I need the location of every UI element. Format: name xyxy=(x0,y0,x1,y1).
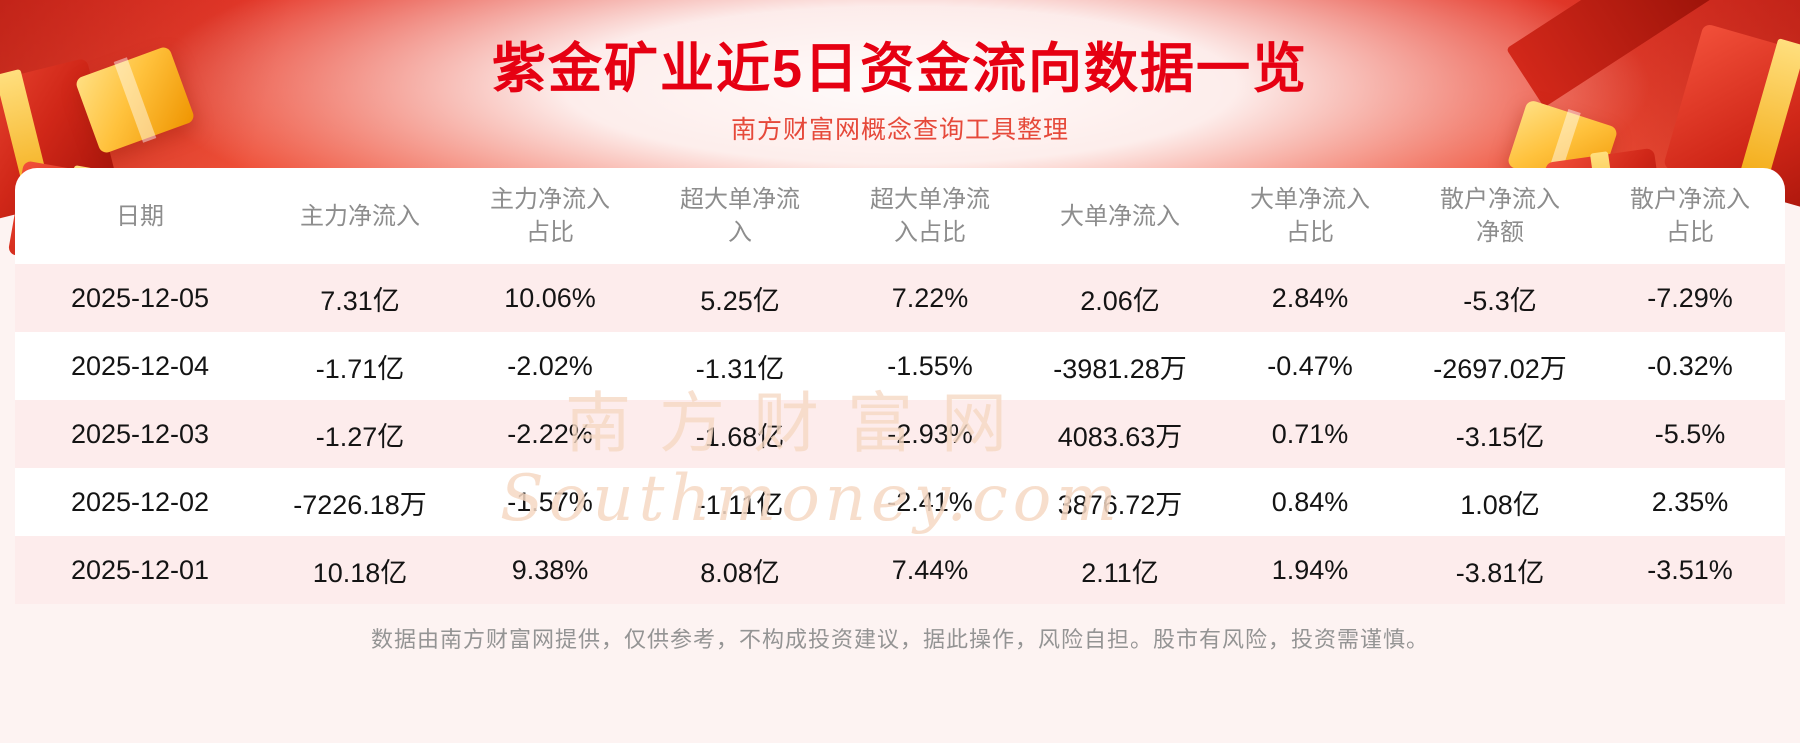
value-cell: 7.44% xyxy=(891,554,969,585)
value-cell: -7226.18万 xyxy=(293,489,427,520)
column-header: 大单净流入 xyxy=(1060,202,1180,230)
table-row: 2025-12-01 10.18亿 9.38% 8.08亿 7.44% 2.11亿 1.94… xyxy=(15,536,1785,604)
value-cell: -2.22% xyxy=(507,418,593,449)
value-cell: -3981.28万 xyxy=(1053,353,1187,384)
value-cell: -3.81亿 xyxy=(1455,557,1545,588)
value-cell: 2.11亿 xyxy=(1081,557,1159,588)
value-cell: -0.32% xyxy=(1647,350,1733,381)
value-cell: -2.02% xyxy=(507,350,593,381)
table-row: 2025-12-05 7.31亿 10.06% 5.25亿 7.22% 2.06亿 2.84… xyxy=(15,264,1785,332)
value-cell: -2.93% xyxy=(887,418,973,449)
value-cell: 9.38% xyxy=(511,554,589,585)
page-title: 紫金矿业近5日资金流向数据一览 xyxy=(491,39,1309,99)
column-header: 大单净流入 占比 xyxy=(1250,186,1370,246)
value-cell: 10.06% xyxy=(504,282,596,313)
value-cell: 3876.72万 xyxy=(1057,489,1183,520)
date-cell: 2025-12-04 xyxy=(70,350,210,381)
table-row: 2025-12-03 -1.27亿 -2.22% -1.68亿 -2.93% 4083.6… xyxy=(15,400,1785,468)
value-cell: 7.22% xyxy=(891,282,969,313)
value-cell: 1.94% xyxy=(1271,554,1349,585)
date-cell: 2025-12-03 xyxy=(70,418,210,449)
table-body: 2025-12-05 7.31亿 10.06% 5.25亿 7.22% 2.06亿 2.84… xyxy=(15,264,1785,604)
table-row: 2025-12-02 -7226.18万 -1.57% -1.11亿 -2.41% 387… xyxy=(15,468,1785,536)
column-header: 日期 xyxy=(116,202,164,230)
date-cell: 2025-12-01 xyxy=(70,554,210,585)
value-cell: -3.51% xyxy=(1647,554,1733,585)
fund-flow-table: 日期 主力净流入 主力净流入 占比 超大单净流 入 超大单净流 入占比 大单净流入 大单净流… xyxy=(15,168,1785,604)
value-cell: 7.31亿 xyxy=(320,285,400,316)
value-cell: 4083.63万 xyxy=(1057,421,1183,452)
column-header: 超大单净流 入占比 xyxy=(870,186,990,246)
column-header: 散户净流入 净额 xyxy=(1440,186,1560,246)
column-header: 散户净流入 占比 xyxy=(1630,186,1750,246)
value-cell: -1.27亿 xyxy=(315,421,405,452)
value-cell: 1.08亿 xyxy=(1460,489,1540,520)
table-header-row: 日期 主力净流入 主力净流入 占比 超大单净流 入 超大单净流 入占比 大单净流入 大单净流… xyxy=(15,168,1785,264)
value-cell: -7.29% xyxy=(1647,282,1733,313)
value-cell: -1.31亿 xyxy=(695,353,785,384)
data-table-card: 日期 主力净流入 主力净流入 占比 超大单净流 入 超大单净流 入占比 大单净流入 大单净流… xyxy=(15,168,1785,604)
column-header: 主力净流入 xyxy=(300,202,420,230)
column-header: 主力净流入 占比 xyxy=(490,186,610,246)
value-cell: 5.25亿 xyxy=(700,285,780,316)
value-cell: 2.35% xyxy=(1651,486,1729,517)
value-cell: -1.57% xyxy=(507,486,593,517)
date-cell: 2025-12-05 xyxy=(70,282,210,313)
table-row: 2025-12-04 -1.71亿 -2.02% -1.31亿 -1.55% -3981.… xyxy=(15,332,1785,400)
value-cell: -5.3亿 xyxy=(1463,285,1537,316)
value-cell: -1.55% xyxy=(887,350,973,381)
date-cell: 2025-12-02 xyxy=(70,486,210,517)
disclaimer-text: 数据由南方财富网提供，仅供参考，不构成投资建议，据此操作，风险自担。股市有风险，… xyxy=(370,627,1429,652)
value-cell: 0.84% xyxy=(1271,486,1349,517)
value-cell: -2.41% xyxy=(887,486,973,517)
value-cell: -0.47% xyxy=(1267,350,1353,381)
value-cell: -1.11亿 xyxy=(696,489,784,520)
value-cell: 2.84% xyxy=(1271,282,1349,313)
value-cell: -1.71亿 xyxy=(315,353,405,384)
value-cell: 8.08亿 xyxy=(700,557,780,588)
value-cell: 0.71% xyxy=(1271,418,1349,449)
value-cell: -5.5% xyxy=(1654,418,1726,449)
value-cell: 10.18亿 xyxy=(312,557,408,588)
column-header: 超大单净流 入 xyxy=(680,186,800,246)
page-subtitle: 南方财富网概念查询工具整理 xyxy=(730,116,1069,144)
value-cell: 2.06亿 xyxy=(1080,285,1160,316)
value-cell: -3.15亿 xyxy=(1455,421,1545,452)
value-cell: -1.68亿 xyxy=(695,421,785,452)
value-cell: -2697.02万 xyxy=(1433,353,1567,384)
